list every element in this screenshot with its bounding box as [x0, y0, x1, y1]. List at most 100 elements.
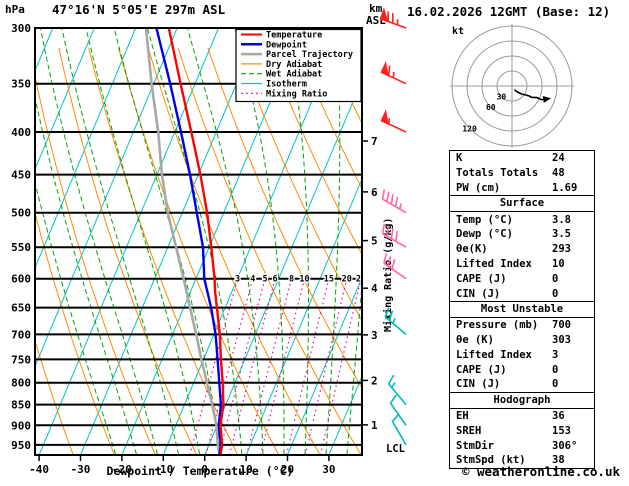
svg-text:30: 30	[497, 93, 507, 102]
index-label: CIN (J)	[456, 287, 501, 300]
table-row: StmDir 306°	[450, 438, 594, 453]
table-section-general: K 24 Totals Totals 48 PW (cm) 1.69	[450, 151, 594, 195]
index-label: CIN (J)	[456, 378, 501, 391]
svg-text:30: 30	[322, 463, 335, 476]
svg-text:7: 7	[371, 135, 378, 148]
copyright-text: © weatheronline.co.uk	[461, 464, 620, 479]
indices-table: K 24 Totals Totals 48 PW (cm) 1.69 Surface …	[449, 150, 595, 469]
svg-text:15: 15	[324, 275, 334, 285]
svg-text:8: 8	[289, 275, 294, 285]
svg-text:Temperature: Temperature	[266, 31, 322, 41]
table-section-surface: Surface Temp (°C) 3.8 Dewp (°C) 3.5 θe(K) 2…	[450, 195, 594, 301]
svg-text:900: 900	[11, 419, 31, 432]
svg-text:LCL: LCL	[386, 443, 405, 455]
svg-text:Mixing Ratio (g/kg): Mixing Ratio (g/kg)	[382, 218, 394, 332]
table-section-most-unstable: Most Unstable Pressure (mb) 700 θe (K) 303…	[450, 300, 594, 392]
svg-text:kt: kt	[452, 26, 464, 37]
index-label: θe (K)	[456, 333, 494, 346]
svg-text:Isotherm: Isotherm	[266, 80, 307, 90]
svg-text:3: 3	[371, 329, 378, 342]
svg-text:Wet Adiabat: Wet Adiabat	[266, 69, 322, 80]
svg-text:4: 4	[371, 282, 378, 295]
index-label: StmSpd (kt)	[456, 454, 526, 467]
svg-text:800: 800	[11, 377, 31, 390]
svg-text:1: 1	[371, 419, 378, 432]
table-row: CAPE (J) 0	[450, 362, 594, 377]
index-value: 153	[552, 424, 571, 437]
pressure-unit-label: hPa	[5, 3, 25, 16]
index-value: 306°	[552, 439, 578, 452]
svg-text:850: 850	[11, 399, 31, 412]
datetime-title: 16.02.2026 12GMT (Base: 12)	[407, 4, 611, 19]
table-row: θe (K) 303	[450, 333, 594, 348]
svg-text:60: 60	[486, 103, 496, 112]
svg-text:400: 400	[11, 126, 31, 139]
table-row: StmSpd (kt) 38	[450, 453, 594, 468]
svg-text:10: 10	[299, 275, 309, 285]
svg-text:350: 350	[11, 78, 31, 91]
svg-text:300: 300	[11, 22, 31, 35]
index-label: Lifted Index	[456, 257, 532, 270]
table-section-title: Most Unstable	[450, 300, 594, 318]
svg-text:5: 5	[262, 275, 267, 285]
index-value: 0	[552, 378, 559, 391]
index-label: Totals Totals	[456, 167, 539, 180]
svg-text:450: 450	[11, 169, 31, 182]
skewt-chart: 300 350 400 450 500 550 600 650 700 750 800 850 900 9…	[11, 7, 407, 476]
svg-text:0: 0	[201, 463, 208, 476]
altitude-unit-km-label: km	[369, 2, 383, 15]
index-value: 48	[552, 167, 565, 180]
table-row: PW (cm) 1.69	[450, 181, 594, 196]
table-row: Pressure (mb) 700	[450, 318, 594, 333]
svg-text:Parcel Trajectory: Parcel Trajectory	[266, 49, 353, 60]
index-label: Lifted Index	[456, 348, 532, 361]
svg-text:20: 20	[281, 463, 294, 476]
table-row: SREH 153	[450, 423, 594, 438]
svg-text:6: 6	[371, 186, 378, 199]
table-row: Lifted Index 10	[450, 257, 594, 272]
index-value: 36	[552, 409, 565, 422]
svg-text:Mixing Ratio: Mixing Ratio	[266, 88, 327, 99]
index-label: Temp (°C)	[456, 213, 513, 226]
index-label: K	[456, 152, 463, 165]
index-value: 303	[552, 333, 571, 346]
svg-text:20: 20	[342, 275, 352, 285]
index-value: 24	[552, 152, 565, 165]
svg-text:-40: -40	[29, 463, 49, 476]
table-row: CAPE (J) 0	[450, 271, 594, 286]
index-label: EH	[456, 409, 469, 422]
index-value: 0	[552, 272, 559, 285]
index-value: 1.69	[552, 181, 578, 194]
svg-text:3: 3	[235, 275, 240, 285]
svg-text:Dry Adiabat: Dry Adiabat	[266, 59, 322, 70]
index-label: SREH	[456, 424, 482, 437]
index-value: 38	[552, 454, 565, 467]
table-row: CIN (J) 0	[450, 286, 594, 301]
table-section-title: Surface	[450, 195, 594, 213]
index-value: 0	[552, 363, 559, 376]
svg-text:120: 120	[462, 124, 477, 133]
index-value: 3.8	[552, 213, 571, 226]
table-row: Dewp (°C) 3.5	[450, 227, 594, 242]
svg-text:700: 700	[11, 328, 31, 341]
table-row: EH 36	[450, 409, 594, 424]
svg-text:550: 550	[11, 241, 31, 254]
svg-text:10: 10	[239, 463, 252, 476]
table-row: Lifted Index 3	[450, 347, 594, 362]
index-label: PW (cm)	[456, 181, 501, 194]
table-row: Totals Totals 48	[450, 166, 594, 181]
index-label: CAPE (J)	[456, 363, 507, 376]
svg-text:600: 600	[11, 273, 31, 286]
svg-text:-30: -30	[71, 463, 91, 476]
svg-text:4: 4	[250, 275, 255, 285]
index-label: Dewp (°C)	[456, 228, 513, 241]
temperature-axis-label: Dewpoint / Temperature (°C)	[106, 464, 294, 478]
table-row: Temp (°C) 3.8	[450, 212, 594, 227]
svg-text:5: 5	[371, 235, 378, 248]
table-section-hodograph: Hodograph EH 36 SREH 153 StmDir 306° StmSpd…	[450, 391, 594, 468]
svg-text:25: 25	[356, 275, 366, 285]
index-label: θe(K)	[456, 243, 488, 256]
svg-text:650: 650	[11, 302, 31, 315]
svg-text:2: 2	[371, 374, 378, 387]
